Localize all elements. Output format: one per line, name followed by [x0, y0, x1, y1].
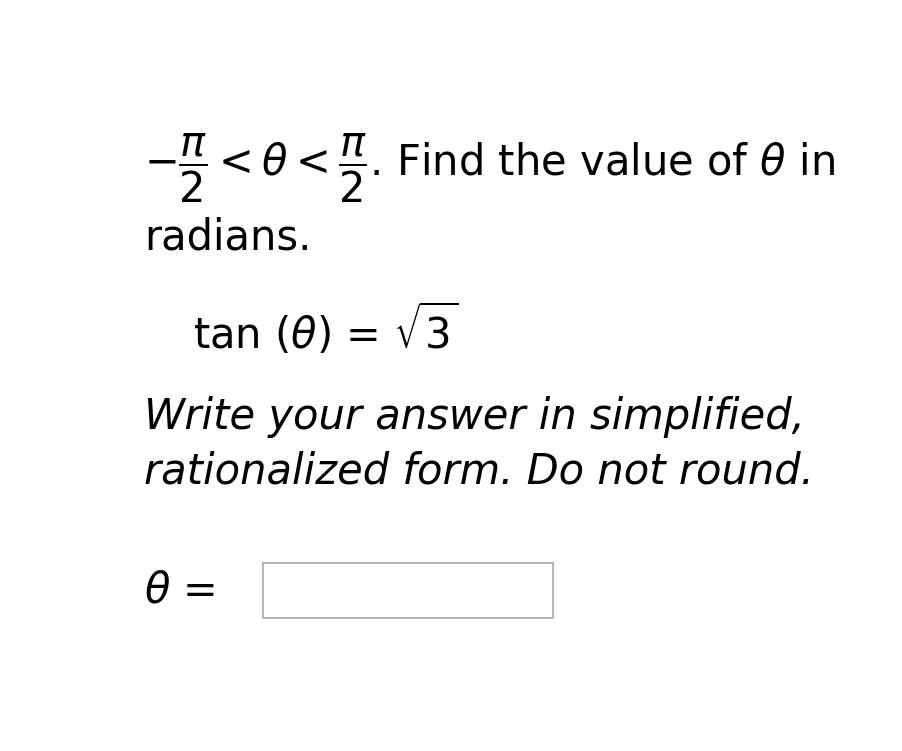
Text: rationalized form. Do not round.: rationalized form. Do not round.	[144, 451, 815, 493]
Text: $\theta$ =: $\theta$ =	[144, 569, 216, 611]
Text: $-\dfrac{\pi}{2} < \theta < \dfrac{\pi}{2}$. Find the value of $\theta$ in: $-\dfrac{\pi}{2} < \theta < \dfrac{\pi}{…	[144, 131, 835, 205]
Text: Write your answer in simplified,: Write your answer in simplified,	[144, 396, 805, 438]
Bar	[263, 562, 553, 618]
Text: tan $(\theta)$ = $\sqrt{3}$: tan $(\theta)$ = $\sqrt{3}$	[193, 302, 458, 358]
Text: radians.: radians.	[144, 216, 311, 258]
